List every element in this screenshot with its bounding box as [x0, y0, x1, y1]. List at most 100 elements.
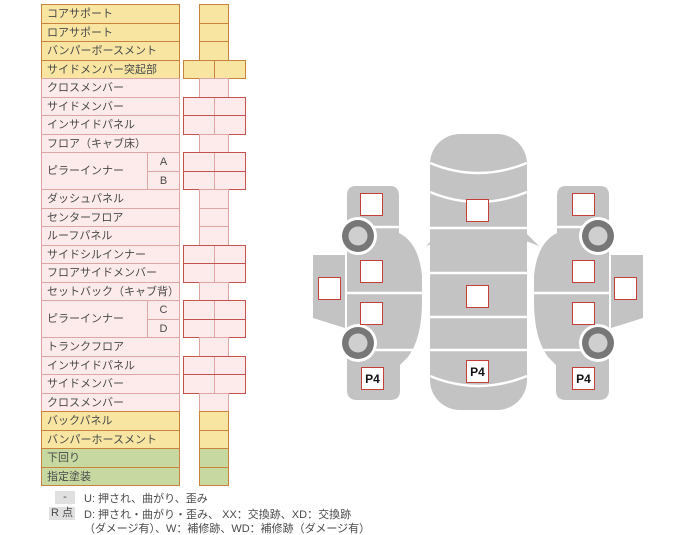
check-cell-pair — [183, 59, 246, 79]
rear-wheel-hub — [588, 333, 608, 353]
damage-marker — [572, 260, 595, 283]
check-cell-right — [214, 356, 245, 374]
row-label-span: ピラーインナー — [41, 300, 148, 339]
check-cell-left — [184, 61, 214, 79]
check-cell-right — [214, 301, 245, 319]
damage-marker — [360, 302, 383, 325]
check-cell — [199, 189, 229, 209]
damage-marker-p4: P4 — [361, 367, 384, 390]
check-cell — [199, 41, 229, 61]
check-cell — [199, 281, 229, 301]
row-label: サイドメンバー — [41, 96, 180, 116]
check-cell-left — [184, 116, 214, 134]
row-label: バンパーボースメント — [41, 41, 180, 61]
check-cell-right — [214, 171, 245, 189]
row-label: サイドシルインナー — [41, 244, 180, 264]
legend-key-dash: - — [55, 491, 75, 504]
damage-marker — [360, 193, 383, 216]
check-cell-pair — [183, 318, 246, 338]
check-cell — [199, 133, 229, 153]
check-cell-right — [214, 319, 245, 337]
check-cell — [199, 78, 229, 98]
car-top-view — [426, 134, 539, 410]
check-cell-pair — [183, 374, 246, 394]
row-label: 下回り — [41, 448, 180, 468]
check-cell — [199, 22, 229, 42]
row-label: トランクフロア — [41, 337, 180, 357]
check-cell-right — [214, 116, 245, 134]
row-label: クロスメンバー — [41, 392, 180, 412]
check-cell-left — [184, 172, 214, 190]
front-wheel-hub — [348, 226, 368, 246]
check-cell-left — [184, 153, 214, 171]
check-cell-pair — [183, 244, 246, 264]
row-label: ルーフパネル — [41, 226, 180, 246]
row-label: コアサポート — [41, 4, 180, 24]
check-cell-left — [184, 357, 214, 375]
row-label: インサイドパネル — [41, 355, 180, 375]
check-cell-pair — [183, 170, 246, 190]
row-label: セットバック（キャブ背） — [41, 281, 180, 301]
legend-text-damage: （ダメージ有）、W：補修跡、WD：補修跡（ダメージ有） — [84, 523, 371, 535]
hood-line — [429, 161, 528, 175]
damage-marker — [318, 277, 341, 300]
row-label: フロアサイドメンバー — [41, 263, 180, 283]
check-cell-pair — [183, 263, 246, 283]
check-cell-pair — [183, 355, 246, 375]
legend-text-u: U: 押され、曲がり、歪み — [84, 493, 208, 505]
check-cell-right — [214, 60, 245, 78]
check-cell — [199, 392, 229, 412]
damage-marker — [360, 260, 383, 283]
rear-window-line — [429, 374, 528, 388]
damage-marker — [466, 199, 489, 222]
rear-wheel-hub — [348, 333, 368, 353]
row-label: バンパーホースメント — [41, 429, 180, 449]
row-label: 指定塗装 — [41, 466, 180, 486]
legend-key-rpoint: R 点 — [49, 507, 75, 520]
check-cell — [199, 466, 229, 486]
car-left-side-view — [313, 186, 422, 400]
left-mirror — [426, 233, 439, 246]
check-cell-left — [184, 320, 214, 338]
row-label: バックパネル — [41, 411, 180, 431]
check-cell-left — [184, 301, 214, 319]
row-sublabel: B — [147, 170, 180, 190]
row-sublabel: D — [147, 318, 180, 338]
row-label: サイドメンバー — [41, 374, 180, 394]
check-cell-left — [184, 264, 214, 282]
check-cell-right — [214, 264, 245, 282]
check-cell — [199, 226, 229, 246]
check-cell-pair — [183, 300, 246, 320]
row-label: ロアサポート — [41, 22, 180, 42]
damage-marker — [614, 277, 637, 300]
check-cell-left — [184, 375, 214, 393]
row-label: クロスメンバー — [41, 78, 180, 98]
check-cell-right — [214, 375, 245, 393]
check-cell-left — [184, 246, 214, 264]
damage-marker — [572, 193, 595, 216]
check-cell — [199, 448, 229, 468]
check-cell-pair — [183, 152, 246, 172]
check-cell — [199, 411, 229, 431]
check-cell-right — [214, 97, 245, 115]
check-cell — [199, 429, 229, 449]
check-cell-right — [214, 245, 245, 263]
row-sublabel: A — [147, 152, 180, 172]
damage-marker — [572, 302, 595, 325]
row-sublabel: C — [147, 300, 180, 320]
row-label: サイドメンバー突起部 — [41, 59, 180, 79]
row-label: センターフロア — [41, 207, 180, 227]
row-label: インサイドパネル — [41, 115, 180, 135]
check-cell-right — [214, 153, 245, 171]
row-label: フロア（キャブ床） — [41, 133, 180, 153]
row-label-span: ピラーインナー — [41, 152, 148, 191]
check-cell — [199, 337, 229, 357]
right-mirror — [526, 233, 539, 246]
damage-marker — [466, 285, 489, 308]
check-cell — [199, 4, 229, 24]
check-cell-pair — [183, 115, 246, 135]
front-wheel-hub — [588, 226, 608, 246]
check-cell-pair — [183, 96, 246, 116]
legend-text-d: D: 押され・曲がり・歪み、 XX：交換跡、XD：交換跡 — [84, 509, 352, 521]
